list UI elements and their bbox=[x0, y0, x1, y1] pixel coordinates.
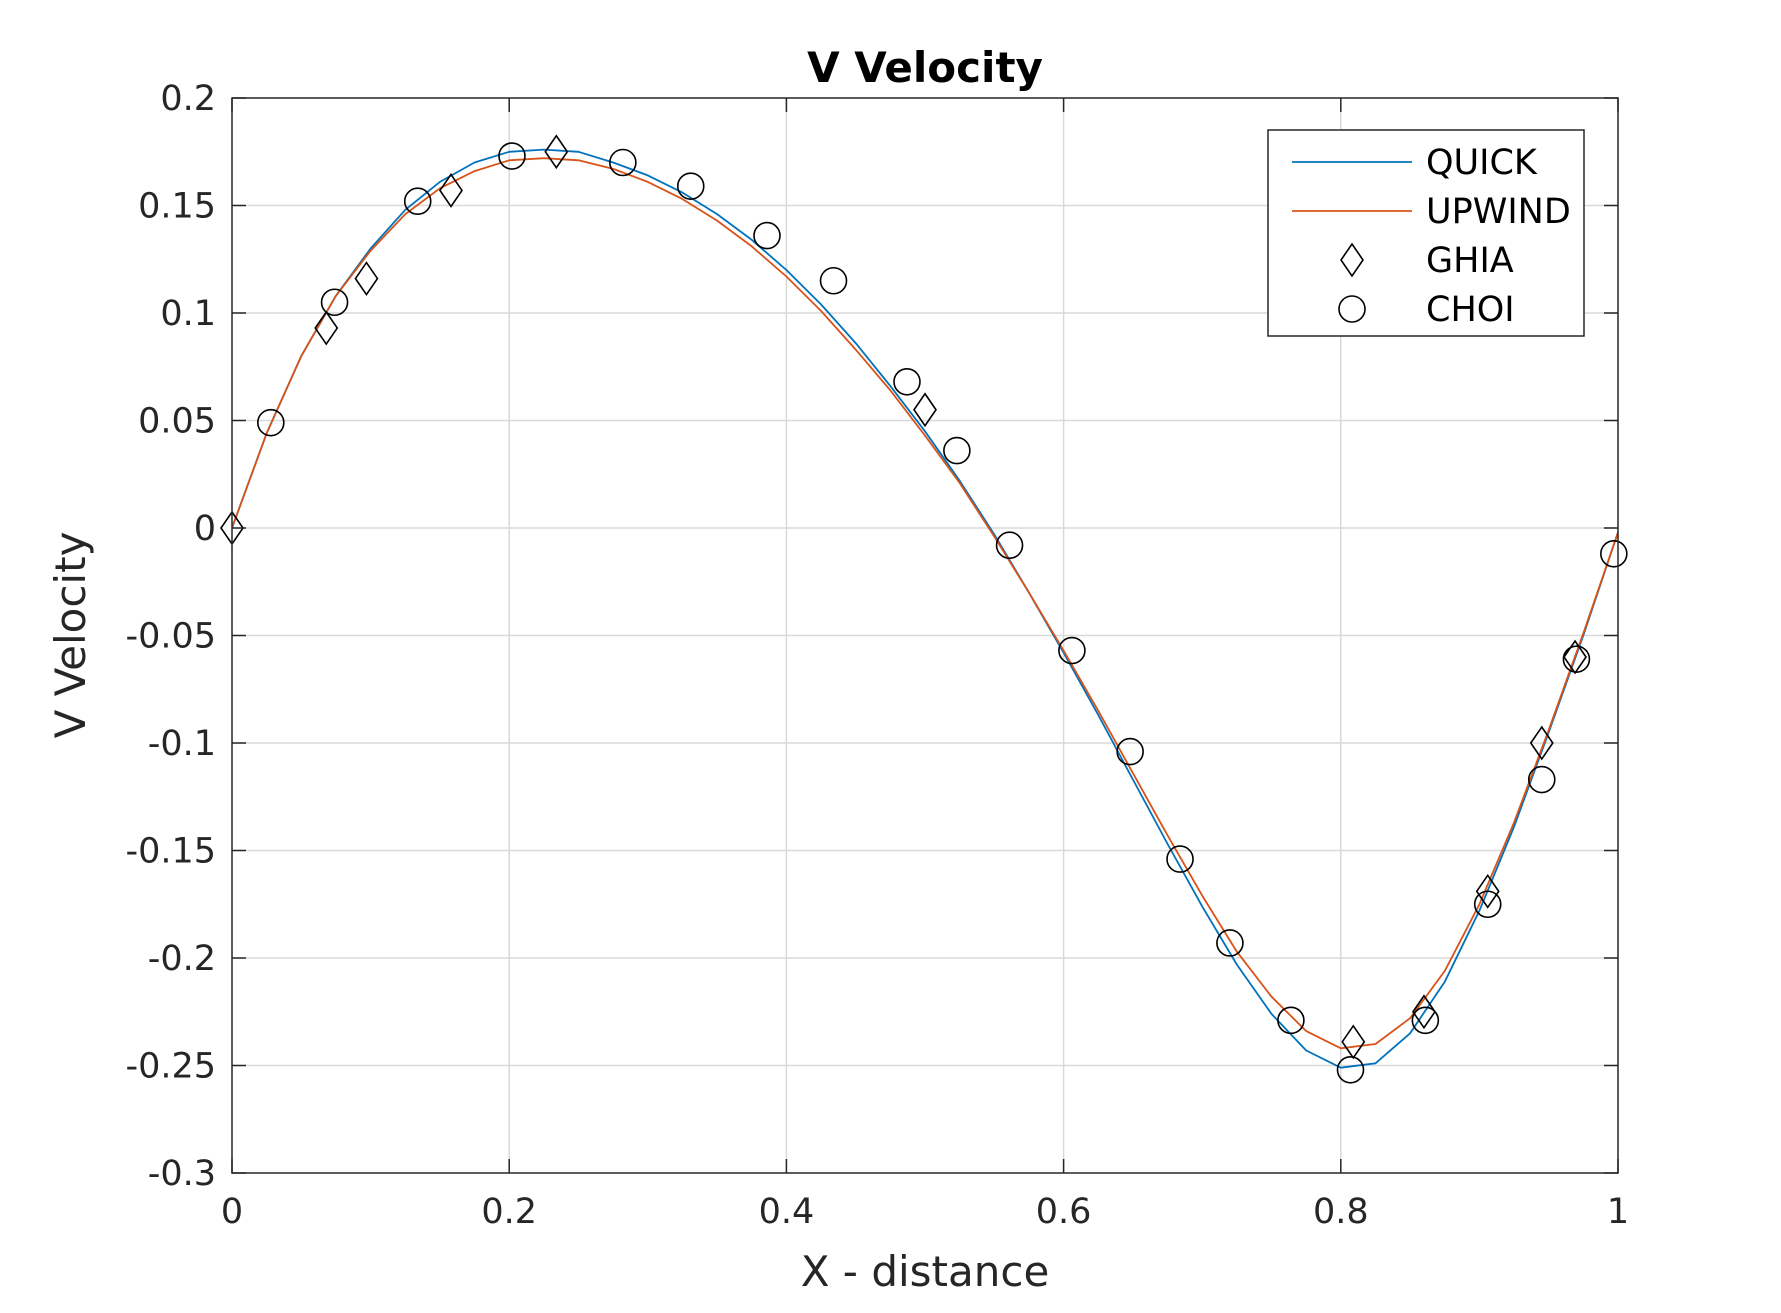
legend-box bbox=[1267, 129, 1585, 337]
marker-choi bbox=[1058, 636, 1086, 665]
y-tick-label: 0 bbox=[194, 509, 216, 549]
marker-ghia bbox=[439, 173, 463, 208]
marker-choi bbox=[1600, 539, 1628, 568]
marker-choi bbox=[1336, 1056, 1365, 1084]
legend-swatch-choi bbox=[1338, 295, 1366, 323]
marker-ghia bbox=[314, 310, 339, 346]
legend-label-choi: CHOI bbox=[1426, 290, 1515, 330]
y-axis-label: V Velocity bbox=[46, 532, 95, 739]
marker-ghia bbox=[1411, 994, 1436, 1030]
marker-choi bbox=[943, 436, 971, 465]
marker-ghia bbox=[1475, 873, 1500, 909]
marker-choi bbox=[1562, 645, 1591, 673]
y-tick-label: 0.05 bbox=[138, 402, 216, 442]
marker-choi bbox=[1527, 765, 1556, 794]
marker-choi bbox=[676, 172, 705, 200]
series-line-upwind bbox=[232, 157, 1618, 1050]
marker-choi bbox=[819, 266, 848, 295]
x-tick-label: 0.6 bbox=[1036, 1192, 1092, 1232]
legend-label-upwind: UPWIND bbox=[1426, 192, 1571, 232]
y-tick-labels: 0.2 0.15 0.1 0.05 0 -0.05 -0.1 -0.15 -0.2 -0.25 -0… bbox=[125, 79, 216, 1194]
x-tick-labels: 0 0.2 0.4 0.6 0.8 1 bbox=[221, 1192, 1629, 1232]
y-tick-label: -0.05 bbox=[125, 617, 216, 657]
marker-choi bbox=[1166, 845, 1194, 873]
grid bbox=[232, 98, 1618, 1173]
series-markers bbox=[220, 134, 1628, 1084]
marker-ghia bbox=[913, 392, 937, 428]
marker-ghia bbox=[544, 134, 569, 170]
series-line-quick bbox=[232, 148, 1618, 1069]
legend-swatch-ghia bbox=[1340, 242, 1364, 278]
marker-choi bbox=[1116, 737, 1144, 766]
legend: QUICK UPWIND GHIA CHOI bbox=[1267, 129, 1585, 337]
marker-choi bbox=[403, 187, 432, 215]
marker-choi bbox=[609, 148, 637, 177]
legend-label-quick: QUICK bbox=[1426, 143, 1538, 183]
series-lines bbox=[232, 148, 1618, 1069]
y-tick-label: -0.1 bbox=[148, 724, 216, 764]
y-tick-label: -0.25 bbox=[125, 1047, 216, 1087]
legend-label-ghia: GHIA bbox=[1426, 241, 1514, 281]
y-tick-label: -0.3 bbox=[148, 1154, 216, 1194]
x-tick-label: 0 bbox=[221, 1192, 243, 1232]
marker-choi bbox=[1473, 890, 1502, 919]
marker-choi bbox=[893, 367, 921, 396]
chart-title: V Velocity bbox=[807, 43, 1043, 92]
y-tick-label: 0.1 bbox=[160, 294, 216, 334]
y-tick-label: 0.2 bbox=[160, 79, 216, 119]
y-tick-label: -0.15 bbox=[125, 832, 216, 872]
x-tick-label: 0.2 bbox=[481, 1192, 537, 1232]
marker-choi bbox=[320, 288, 349, 317]
marker-ghia bbox=[1563, 639, 1588, 675]
marker-choi bbox=[1277, 1006, 1305, 1035]
marker-choi bbox=[753, 221, 781, 250]
marker-choi bbox=[1216, 929, 1244, 957]
marker-ghia bbox=[1529, 725, 1554, 761]
marker-choi bbox=[257, 408, 285, 437]
axis-ticks bbox=[231, 97, 1619, 1174]
x-tick-label: 0.4 bbox=[759, 1192, 815, 1232]
y-tick-label: -0.2 bbox=[148, 939, 216, 979]
marker-choi bbox=[498, 142, 526, 170]
marker-choi bbox=[995, 531, 1024, 560]
marker-ghia bbox=[354, 261, 379, 297]
y-tick-label: 0.15 bbox=[138, 187, 216, 227]
x-axis-label: X - distance bbox=[801, 1247, 1050, 1296]
x-tick-label: 1 bbox=[1607, 1192, 1629, 1232]
x-tick-label: 0.8 bbox=[1313, 1192, 1369, 1232]
marker-choi bbox=[1411, 1006, 1440, 1035]
